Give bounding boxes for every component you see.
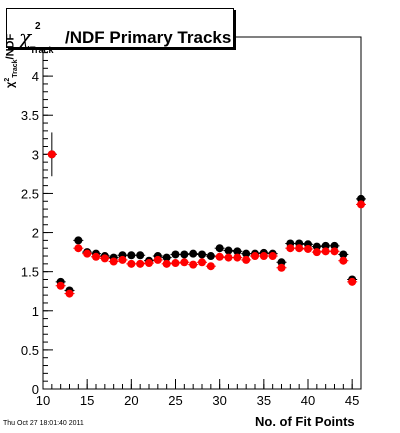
data-point xyxy=(127,259,136,268)
data-point xyxy=(312,248,321,257)
x-tick-label: 20 xyxy=(124,393,138,408)
data-point xyxy=(198,250,206,259)
y-tick-label: 3 xyxy=(32,147,39,162)
data-points xyxy=(46,150,366,298)
ylabel-text: /NDF xyxy=(4,33,17,60)
x-tick-label: 10 xyxy=(36,393,50,408)
data-point xyxy=(189,260,198,269)
data-point xyxy=(92,252,100,261)
data-point xyxy=(171,250,180,259)
data-point xyxy=(277,258,286,267)
x-tick-label: 25 xyxy=(168,393,182,408)
title-chi-symbol: χ xyxy=(19,25,32,49)
data-point xyxy=(118,255,127,264)
x-tick-label: 30 xyxy=(212,393,226,408)
data-point xyxy=(189,249,198,258)
y-axis-label: χ2Track/NDF xyxy=(4,34,19,88)
data-point xyxy=(109,257,118,266)
data-point xyxy=(321,241,330,250)
data-point xyxy=(233,253,242,262)
data-point xyxy=(162,259,171,268)
data-point xyxy=(171,259,180,268)
data-point xyxy=(180,250,189,259)
data-point xyxy=(259,252,268,261)
data-point xyxy=(339,250,348,259)
data-point xyxy=(215,244,224,253)
timestamp: Thu Oct 27 18:01:40 2011 xyxy=(3,420,84,427)
data-point xyxy=(100,254,109,263)
x-tick-label: 40 xyxy=(301,393,315,408)
ylabel-superscript: 2 xyxy=(4,77,11,82)
data-point xyxy=(153,255,162,264)
data-point xyxy=(295,244,304,253)
data-point xyxy=(136,259,145,268)
data-point xyxy=(162,253,171,262)
data-point xyxy=(330,241,339,250)
data-point xyxy=(83,249,92,258)
data-point xyxy=(330,247,339,256)
plot-frame xyxy=(42,36,362,390)
data-point xyxy=(339,256,348,265)
x-axis-label: No. of Fit Points xyxy=(255,414,355,429)
y-tick-label: 0.5 xyxy=(21,343,39,358)
y-tick-label: 0 xyxy=(32,382,39,397)
data-point xyxy=(321,247,330,256)
chart-title: χ 2 Track /NDF Primary Tracks xyxy=(6,8,234,55)
x-tick-label: 15 xyxy=(80,393,94,408)
axis-tick-labels: 10 15 20 25 30 35 40 45 0 0.5 1 1.5 2 2.5 3 3.5 4 xyxy=(21,69,359,408)
y-tick-label: 2 xyxy=(32,226,39,241)
y-tick-label: 3.5 xyxy=(21,108,39,123)
data-point xyxy=(56,281,65,290)
data-point xyxy=(206,262,215,271)
data-point xyxy=(242,255,251,264)
data-point xyxy=(357,200,365,209)
ylabel-chi-symbol: χ xyxy=(4,81,17,88)
data-point xyxy=(348,277,357,286)
data-point xyxy=(251,252,259,261)
data-point xyxy=(224,253,233,262)
data-point xyxy=(206,252,215,261)
data-point xyxy=(136,251,145,260)
series-1 xyxy=(46,150,366,298)
x-tick-label: 35 xyxy=(257,393,271,408)
y-tick-label: 4 xyxy=(32,69,39,84)
x-tick-label: 45 xyxy=(345,393,359,408)
title-subscript: Track xyxy=(30,45,54,55)
axis-ticks xyxy=(42,36,362,390)
data-point xyxy=(233,247,242,256)
title-superscript: 2 xyxy=(35,21,41,32)
data-point xyxy=(127,251,136,260)
data-point xyxy=(145,259,153,268)
y-tick-label: 1.5 xyxy=(21,265,39,280)
series-0 xyxy=(46,150,366,295)
y-tick-label: 1 xyxy=(32,304,39,319)
data-point xyxy=(242,249,251,258)
data-point xyxy=(215,252,224,261)
data-point xyxy=(198,258,206,267)
data-point xyxy=(74,244,83,253)
data-point xyxy=(65,289,74,298)
data-point xyxy=(47,150,56,159)
data-point xyxy=(304,244,312,253)
data-point xyxy=(74,236,83,245)
data-point xyxy=(180,258,189,267)
data-point xyxy=(312,242,321,251)
ylabel-subscript: Track xyxy=(11,59,19,78)
data-point xyxy=(268,252,277,261)
y-tick-label: 2.5 xyxy=(21,186,39,201)
data-point xyxy=(286,244,295,253)
data-point xyxy=(357,194,365,203)
data-point xyxy=(277,263,286,272)
data-point xyxy=(224,246,233,255)
title-text: /NDF Primary Tracks xyxy=(65,28,232,47)
